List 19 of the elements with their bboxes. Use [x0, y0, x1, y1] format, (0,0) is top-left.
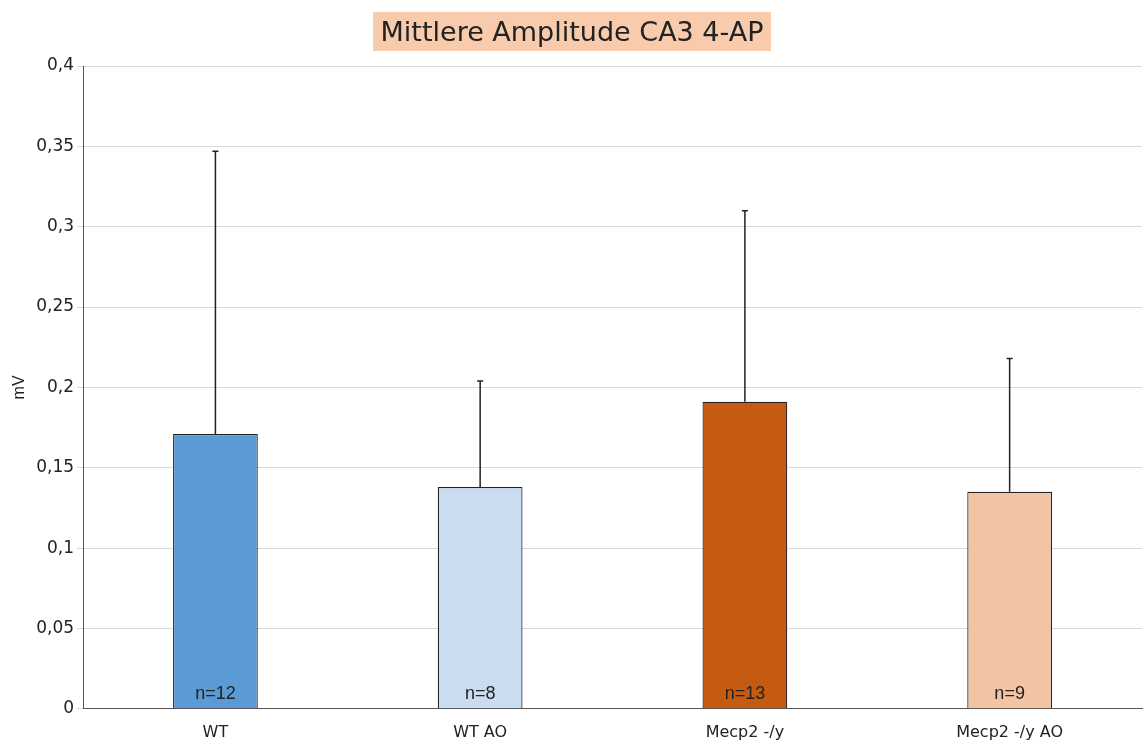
- chart-title: Mittlere Amplitude CA3 4-AP: [372, 12, 772, 51]
- x-tick-label: Mecp2 -/y AO: [956, 721, 1064, 741]
- x-tick-label: WT AO: [453, 721, 508, 741]
- annotation: n=8: [464, 682, 496, 703]
- x-tick-label: Mecp2 -/y: [705, 721, 785, 741]
- y-tick-label: 0,25: [36, 295, 75, 316]
- y-tick-label: 0,1: [47, 536, 75, 557]
- annotation: n=9: [994, 682, 1025, 703]
- annotation: n=13: [724, 682, 766, 703]
- y-tick-label: 0,3: [47, 215, 75, 236]
- y-axis-title: mV: [10, 375, 28, 400]
- y-tick-label: 0,35: [36, 134, 75, 155]
- y-tick-label: 0: [63, 697, 75, 718]
- x-tick-label: WT: [202, 721, 229, 741]
- annotation: n=12: [195, 682, 236, 703]
- y-tick-label: 0,4: [47, 54, 75, 75]
- y-tick-label: 0,15: [36, 456, 75, 477]
- y-tick-label: 0,05: [36, 616, 75, 637]
- y-tick-label: 0,2: [47, 375, 75, 396]
